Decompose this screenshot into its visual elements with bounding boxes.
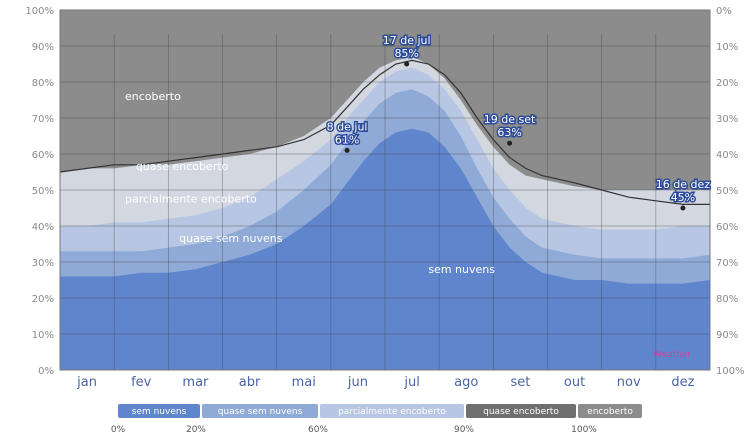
region-label-5: sem nuvens: [428, 263, 495, 276]
right-axis: 100% 90% 80% 70% 60% 50% 40% 30% 20% 10% 0%: [716, 6, 745, 377]
callout-value-1: 61%: [335, 133, 359, 146]
legend-scale-4: 90%: [454, 425, 474, 435]
legend-swatch-2: [202, 404, 318, 418]
month-mai: mai: [292, 375, 316, 390]
right-tick-1: 90%: [716, 330, 738, 341]
left-tick-9: 90%: [32, 42, 54, 53]
region-label-2: quase encoberto: [136, 160, 229, 173]
left-tick-1: 10%: [32, 330, 54, 341]
left-tick-4: 40%: [32, 222, 54, 233]
legend-label-5: encoberto: [587, 407, 633, 417]
month-out: out: [564, 375, 585, 390]
left-tick-7: 70%: [32, 114, 54, 125]
legend-swatch-4: [466, 404, 576, 418]
month-ago: ago: [454, 375, 478, 390]
callout-date-3: 19 de set: [484, 113, 536, 126]
right-tick-4: 60%: [716, 222, 738, 233]
left-tick-10: 100%: [25, 6, 54, 17]
legend-scale-1: 0%: [111, 425, 126, 435]
plot-area: [59, 10, 710, 371]
legend-label-1: sem nuvens: [132, 407, 187, 417]
brand-label: Weather: [653, 350, 691, 360]
grid: [59, 9, 711, 371]
month-set: set: [510, 375, 530, 390]
region-labels: encoberto quase encoberto parcialmente enc…: [125, 90, 495, 276]
left-tick-8: 80%: [32, 78, 54, 89]
callout-dot-1: [344, 147, 350, 153]
month-abr: abr: [239, 375, 261, 390]
legend-label-2: quase sem nuvens: [218, 407, 303, 417]
left-tick-6: 60%: [32, 150, 54, 161]
left-tick-0: 0%: [38, 366, 54, 377]
plot-border: [59, 9, 711, 371]
right-tick-9: 10%: [716, 42, 738, 53]
right-tick-10: 0%: [716, 6, 732, 17]
region-label-1: encoberto: [125, 90, 181, 103]
month-nov: nov: [617, 375, 641, 390]
right-tick-6: 40%: [716, 150, 738, 161]
callout-date-2: 17 de jul: [383, 34, 431, 47]
right-tick-0: 100%: [716, 366, 745, 377]
legend-swatch-5: [578, 404, 642, 418]
region-label-4: quase sem nuvens: [179, 232, 283, 245]
month-jul: jul: [403, 375, 419, 390]
month-fev: fev: [131, 375, 152, 390]
clear-percentage-line: [59, 59, 710, 205]
left-tick-5: 50%: [32, 186, 54, 197]
left-tick-2: 20%: [32, 294, 54, 305]
month-jun: jun: [347, 375, 368, 390]
legend-label-4: quase encoberto: [483, 407, 559, 417]
callout-dot-4: [680, 205, 686, 211]
right-tick-2: 80%: [716, 294, 738, 305]
legend-label-3: parcialmente encoberto: [338, 407, 446, 417]
callout-date-1: 8 de jul: [327, 120, 368, 133]
month-jan: jan: [76, 375, 97, 390]
legend-swatch-3: [320, 404, 464, 418]
right-tick-7: 30%: [716, 114, 738, 125]
region-label-3: parcialmente encoberto: [125, 193, 257, 206]
legend-scale-2: 20%: [186, 425, 206, 435]
right-tick-5: 50%: [716, 186, 738, 197]
legend: sem nuvens quase sem nuvens parcialmente e…: [111, 404, 642, 435]
left-axis: 0% 10% 20% 30% 40% 50% 60% 70% 80% 90% 100%: [25, 6, 54, 377]
right-tick-8: 20%: [716, 78, 738, 89]
legend-scale-3: 60%: [308, 425, 328, 435]
callout-dot-2: [404, 61, 410, 67]
month-dez: dez: [671, 375, 694, 390]
callout-date-4: 16 de dez: [656, 178, 710, 191]
month-mar: mar: [182, 375, 209, 390]
month-axis: jan fev mar abr mai jun jul ago set out nov dez: [76, 375, 694, 390]
area-limpo: [60, 128, 710, 370]
legend-swatch-1: [118, 404, 200, 418]
callout-dot-3: [507, 140, 513, 146]
right-tick-3: 70%: [716, 258, 738, 269]
callout-value-2: 85%: [394, 47, 418, 60]
left-tick-3: 30%: [32, 258, 54, 269]
legend-scale-5: 100%: [571, 425, 597, 435]
callout-value-3: 63%: [497, 126, 521, 139]
callout-value-4: 45%: [671, 191, 695, 204]
